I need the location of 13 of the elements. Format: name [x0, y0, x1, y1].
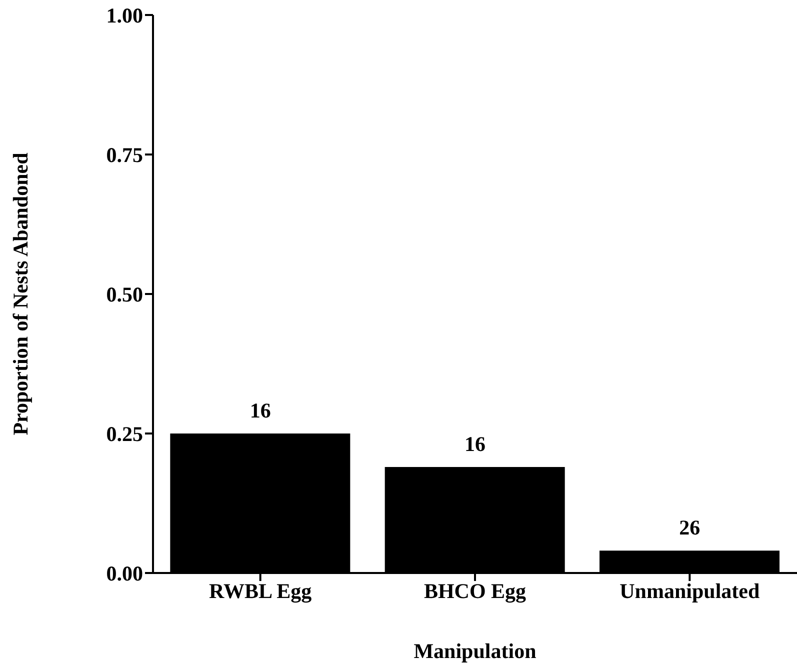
x-tick-label: BHCO Egg [424, 578, 527, 603]
y-tick-label: 0.75 [106, 142, 143, 167]
y-tick-label: 0.50 [106, 282, 143, 306]
x-tick-label: Unmanipulated [620, 578, 760, 603]
y-tick-label: 0.00 [106, 561, 143, 586]
y-axis-title: Proportion of Nests Abandoned [8, 152, 32, 436]
x-tick-label: RWBL Egg [209, 578, 312, 603]
annotation: 26 [679, 516, 700, 540]
y-tick-label: 0.25 [106, 422, 143, 446]
x-axis-title: Manipulation [414, 639, 537, 663]
annotation: 16 [464, 432, 486, 456]
annotation: 16 [250, 398, 271, 422]
y-tick-label: 1.00 [106, 3, 143, 28]
